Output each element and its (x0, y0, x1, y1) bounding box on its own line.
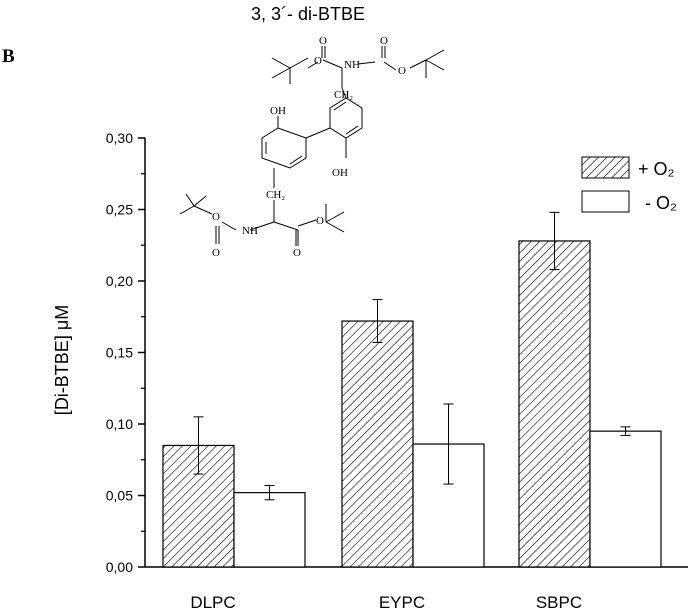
structure-label: O (293, 247, 301, 259)
structure-label: OH (332, 167, 348, 179)
y-tick-label: 0,05 (106, 488, 133, 504)
structure-label: O (319, 35, 327, 47)
y-axis-label: [Di-BTBE] μM (52, 305, 72, 415)
y-tick-label: 0,15 (106, 345, 133, 361)
legend-label-minus-o2: - O₂ (645, 193, 677, 213)
structure-label: NH (344, 59, 360, 71)
legend-swatch-plus-o2 (581, 156, 630, 179)
figure-title: 3, 3´- di-BTBE (251, 4, 365, 24)
structure-label: NH (242, 225, 258, 237)
legend-swatch-minus-o2 (581, 190, 630, 213)
structure-label: O (316, 215, 324, 227)
category-label-sbpc: SBPC (536, 593, 582, 611)
y-tick-label: 0,30 (106, 130, 133, 146)
structure-label: CH₂ (266, 189, 285, 201)
chemical-structure-diagram (179, 46, 445, 246)
bars (162, 211, 662, 568)
structure-label: O (212, 211, 220, 223)
chemical-structure-labels: O O NH O O CH₂ OH OH CH₂ NH O O O O (212, 35, 406, 259)
bar-sbpc-minus-o2 (589, 430, 662, 568)
category-label-dlpc: DLPC (190, 593, 235, 611)
bar-eypc-plus-o2 (341, 320, 414, 568)
y-tick-label: 0,25 (106, 202, 133, 218)
structure-label: OH (270, 105, 286, 117)
bar-sbpc-plus-o2 (518, 240, 591, 568)
y-tick-label: 0,00 (106, 559, 133, 575)
structure-label: CH₂ (334, 89, 353, 101)
y-ticks: 0,00 0,05 0,10 0,15 0,20 0,25 0,30 (106, 130, 145, 575)
category-label-eypc: EYPC (379, 593, 425, 611)
legend: + O₂ - O₂ (581, 156, 677, 213)
structure-label: O (314, 55, 322, 67)
y-tick-label: 0,20 (106, 273, 133, 289)
legend-label-plus-o2: + O₂ (638, 159, 675, 179)
category-labels: DLPC EYPC SBPC (190, 593, 582, 611)
bar-dlpc-minus-o2 (233, 492, 306, 568)
structure-label: O (398, 65, 406, 77)
structure-label: O (212, 247, 220, 259)
panel-label: B (2, 46, 15, 67)
structure-label: O (380, 35, 388, 47)
y-tick-label: 0,10 (106, 416, 133, 432)
